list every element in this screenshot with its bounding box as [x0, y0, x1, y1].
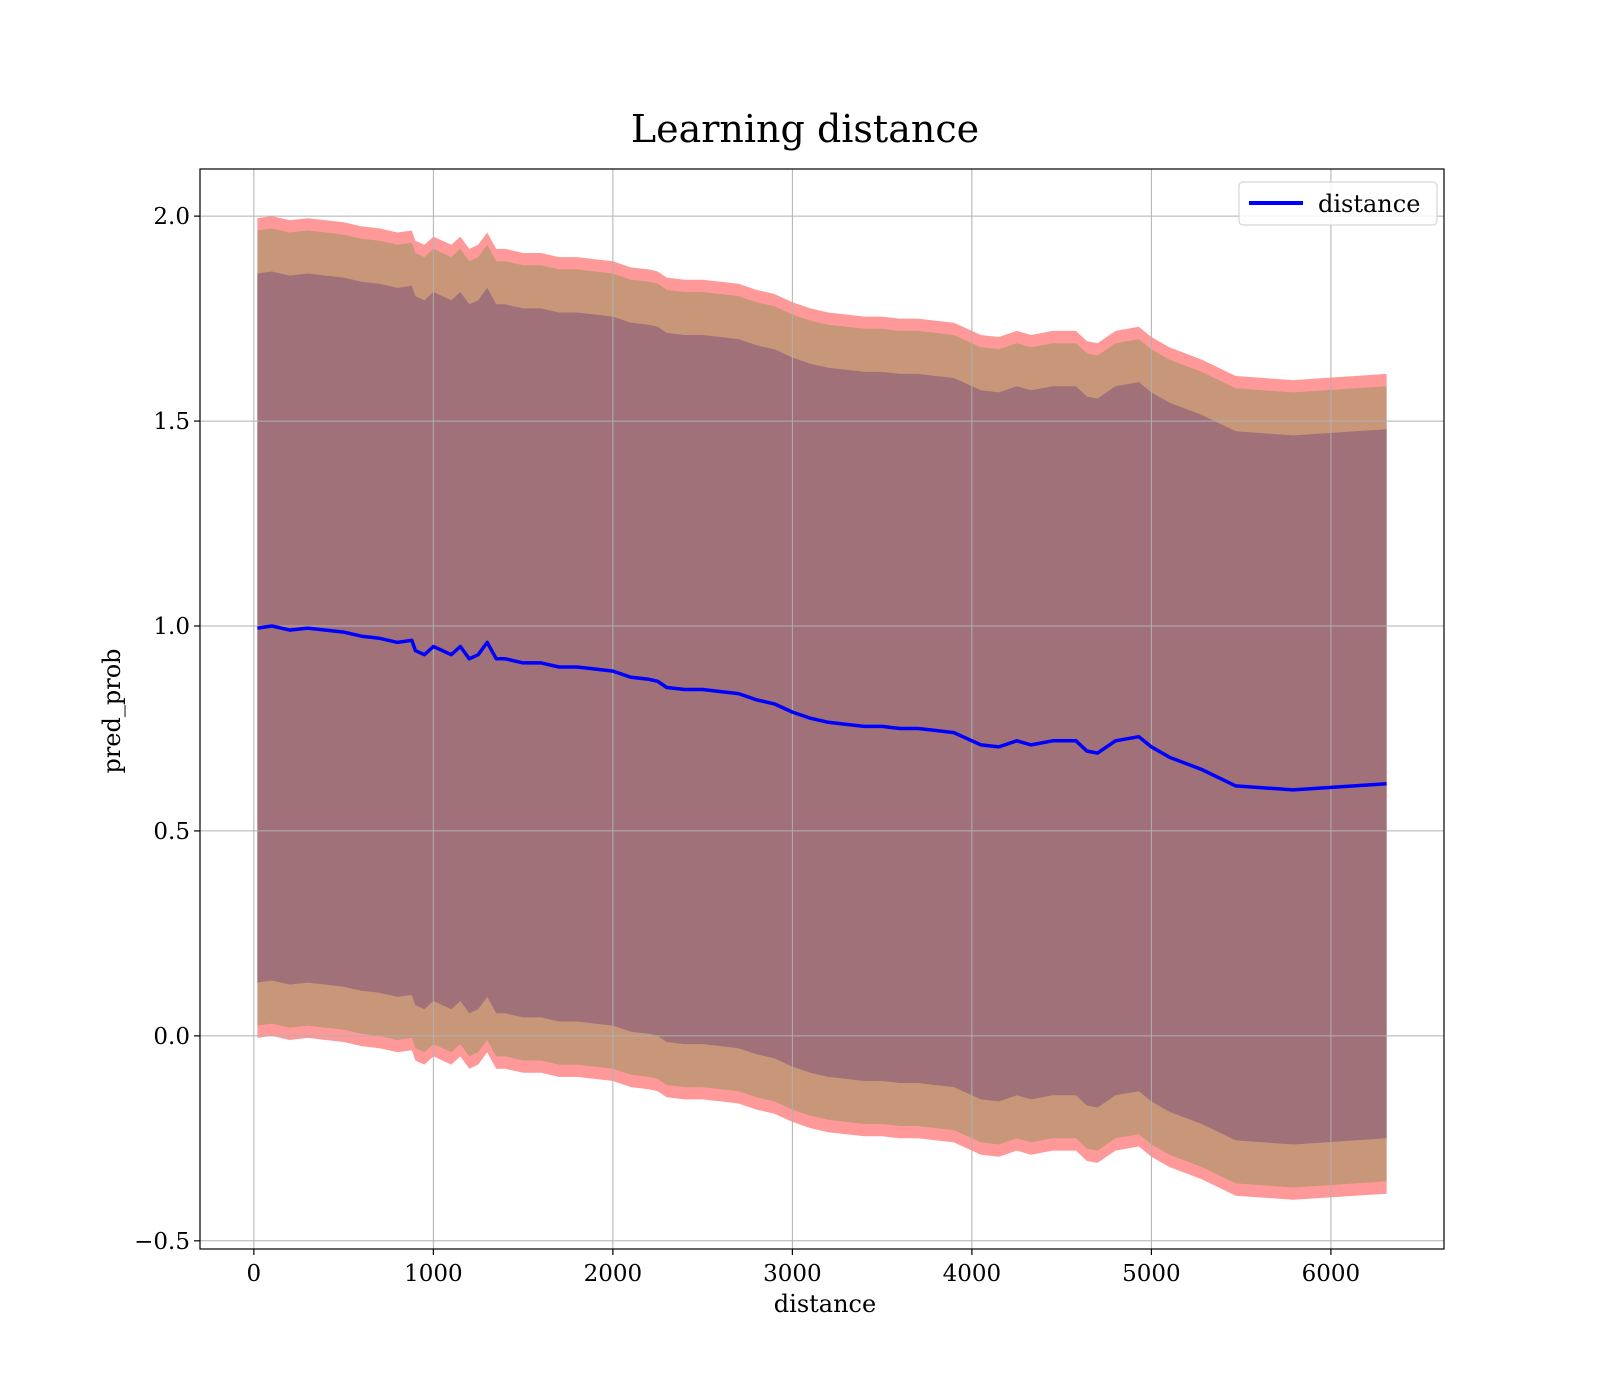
series-layer	[257, 624, 1387, 792]
x-tick-label: 6000	[1302, 1261, 1361, 1287]
band-inner	[257, 271, 1387, 1145]
x-tick-label: 1000	[404, 1261, 463, 1287]
confidence-bands	[257, 216, 1387, 1200]
legend-box	[1238, 181, 1438, 226]
x-tick-label: 2000	[584, 1261, 643, 1287]
legend: distance	[1238, 181, 1438, 226]
x-tick-label: 5000	[1122, 1261, 1181, 1287]
series-line-distance	[257, 624, 1387, 792]
y-tick-label: 1.5	[153, 409, 190, 435]
y-tick-label: 0.5	[153, 819, 190, 845]
plot-frame	[199, 168, 1445, 1250]
y-tick-label: 1.0	[153, 614, 190, 640]
chart-title: Learning distance	[631, 107, 979, 151]
y-tick-label: 2.0	[153, 204, 190, 230]
grid-lines	[200, 169, 1444, 1249]
x-tick-label: 0	[247, 1261, 262, 1287]
x-axis-label: distance	[774, 1290, 876, 1318]
y-axis-label: pred_prob	[98, 648, 126, 773]
y-tick-label: −0.5	[134, 1229, 190, 1255]
x-tick-label: 3000	[763, 1261, 822, 1287]
y-tick-label: 0.0	[153, 1024, 190, 1050]
x-tick-label: 4000	[943, 1261, 1002, 1287]
x-axis-ticks: 0 1000 2000 3000 4000 5000 6000	[247, 1249, 1361, 1287]
legend-label-distance: distance	[1318, 190, 1420, 218]
y-axis-ticks: −0.5 0.0 0.5 1.0 1.5 2.0	[134, 204, 200, 1255]
